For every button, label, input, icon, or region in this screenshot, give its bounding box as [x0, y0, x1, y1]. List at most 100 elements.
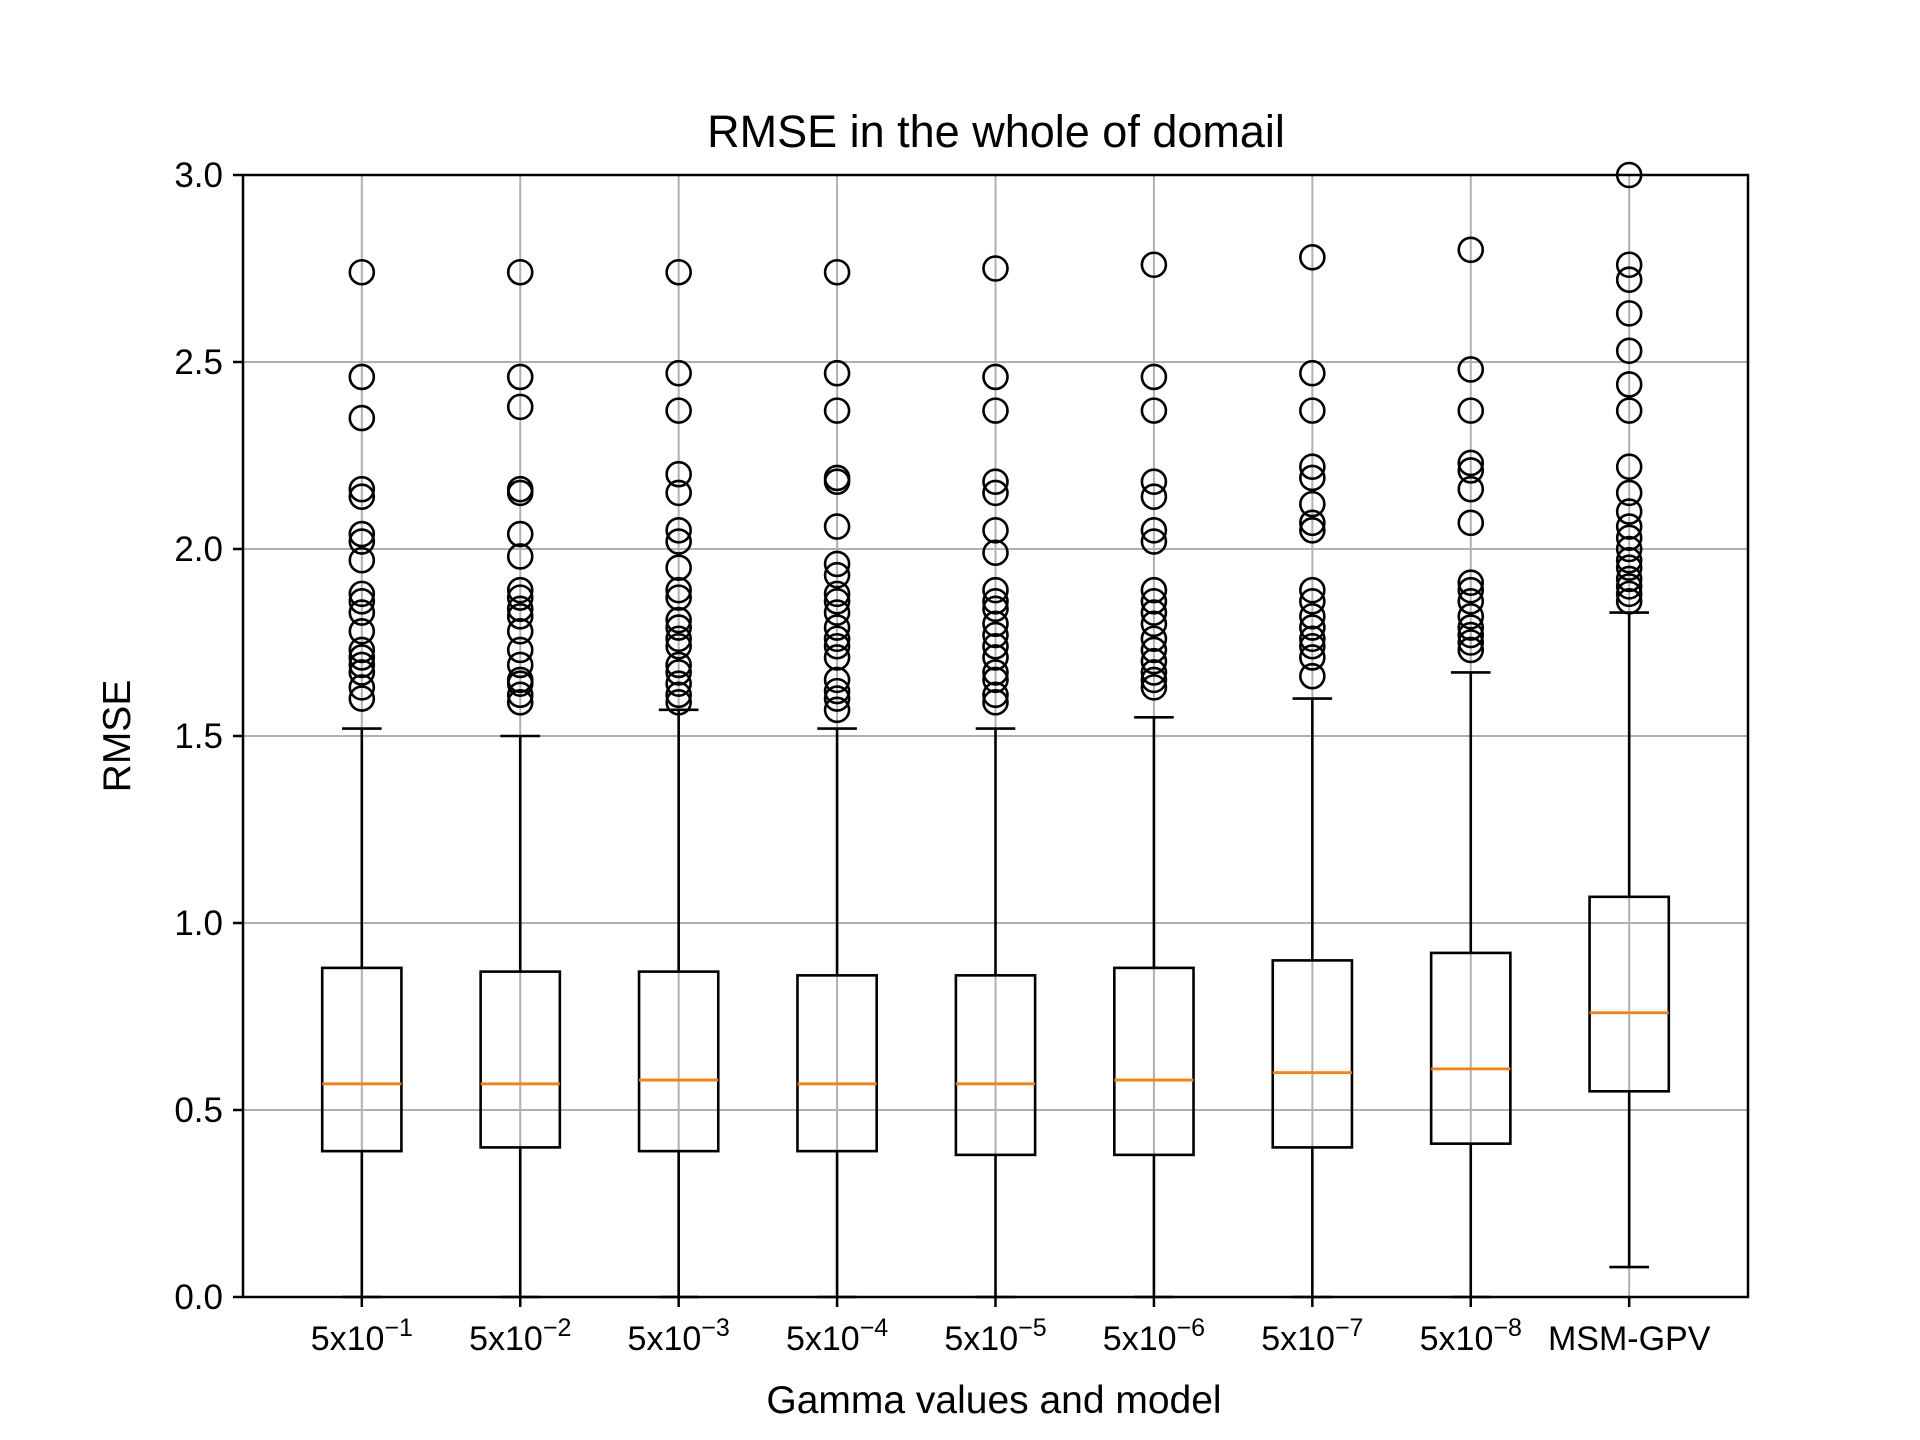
- outlier-point: [823, 550, 851, 578]
- outlier-point: [1299, 576, 1326, 604]
- outlier-point: [665, 606, 692, 634]
- outlier-point: [348, 258, 376, 286]
- outlier-point: [1140, 588, 1168, 615]
- outlier-point: [348, 651, 376, 679]
- outlier-point: [665, 584, 692, 611]
- outlier-point: [1140, 363, 1168, 391]
- outlier-point: [348, 483, 376, 510]
- outlier-point: [1140, 599, 1168, 626]
- outlier-point: [1457, 457, 1485, 484]
- x-tick-label: MSM-GPV: [1548, 1320, 1711, 1358]
- outlier-point: [665, 460, 692, 488]
- x-tick-label: 5x10−5: [944, 1314, 1046, 1358]
- box-iqr: [796, 974, 878, 1153]
- outlier-point: [1615, 453, 1643, 481]
- outlier-point: [1140, 528, 1168, 555]
- box-iqr: [637, 970, 720, 1153]
- outlier-point: [665, 528, 692, 555]
- outlier-point: [982, 479, 1009, 507]
- outlier-point: [348, 659, 376, 686]
- outlier-point: [823, 513, 851, 540]
- box-iqr: [320, 966, 403, 1153]
- outlier-point: [506, 651, 534, 679]
- outlier-point: [665, 681, 692, 709]
- y-tick-label: 0.5: [174, 1091, 223, 1130]
- outlier-point: [1140, 674, 1168, 701]
- box-iqr: [954, 974, 1037, 1157]
- outlier-point: [1615, 535, 1643, 563]
- outlier-point: [665, 659, 692, 686]
- outlier-point: [348, 644, 376, 671]
- outlier-point: [823, 632, 851, 660]
- outlier-point: [1457, 356, 1485, 383]
- x-tick-label: 5x10−4: [786, 1314, 888, 1358]
- outlier-point: [1299, 603, 1326, 630]
- box-group: [320, 258, 403, 1299]
- outlier-point: [665, 397, 692, 424]
- y-tick-label: 0.0: [174, 1278, 223, 1317]
- outlier-point: [982, 576, 1009, 604]
- outlier-point: [1299, 662, 1326, 690]
- outlier-point: [665, 359, 692, 387]
- x-axis: 5x10−1 5x10−2 5x10−3 5x10−4 5x10−5 5x10−6 5x10…: [311, 1297, 1711, 1358]
- box-iqr: [1271, 959, 1354, 1149]
- outlier-point: [1299, 644, 1326, 671]
- outlier-point: [982, 255, 1009, 282]
- outlier-point: [823, 614, 851, 641]
- outlier-point: [823, 625, 851, 653]
- y-axis: 0.0 0.5 1.0 1.5 2.0 2.5 3.0: [174, 156, 243, 1317]
- outlier-point: [982, 621, 1009, 649]
- box-group: [1113, 251, 1195, 1299]
- outlier-point: [1615, 573, 1643, 600]
- outlier-point: [506, 636, 534, 664]
- outlier-point: [348, 685, 376, 712]
- outlier-point: [665, 651, 692, 679]
- outlier-point: [506, 258, 534, 286]
- y-tick-label: 1.5: [174, 717, 223, 756]
- x-tick-label: 5x10−2: [469, 1314, 571, 1358]
- outlier-point: [1615, 554, 1643, 582]
- outlier-point: [1457, 588, 1485, 615]
- outlier-point: [665, 516, 692, 544]
- outlier-point: [506, 689, 534, 716]
- outlier-point: [1299, 588, 1326, 615]
- outlier-point: [1140, 636, 1168, 664]
- outlier-point: [982, 689, 1009, 716]
- box-iqr: [1429, 951, 1512, 1145]
- outlier-point: [1299, 243, 1326, 271]
- box-iqr: [479, 970, 562, 1149]
- chart-title: RMSE in the whole of domail: [707, 106, 1285, 157]
- outlier-point: [823, 644, 851, 671]
- outlier-point: [348, 674, 376, 701]
- outlier-point: [1299, 632, 1326, 660]
- outlier-point: [665, 258, 692, 286]
- outlier-point: [823, 397, 851, 424]
- outlier-point: [1140, 251, 1168, 279]
- outlier-point: [982, 632, 1009, 660]
- outlier-point: [982, 516, 1009, 544]
- outlier-point: [1457, 569, 1485, 596]
- box-group: [1271, 243, 1354, 1299]
- outlier-point: [1615, 513, 1643, 540]
- outlier-point: [348, 520, 376, 548]
- outlier-point: [1299, 509, 1326, 537]
- outlier-point: [1615, 546, 1643, 574]
- outlier-point: [1140, 610, 1168, 638]
- y-tick-label: 2.5: [174, 343, 223, 382]
- outlier-point: [1140, 625, 1168, 653]
- y-tick-label: 1.0: [174, 904, 223, 943]
- outlier-point: [982, 610, 1009, 638]
- outlier-point: [1299, 359, 1326, 387]
- outlier-point: [1299, 490, 1326, 518]
- outlier-point: [506, 584, 534, 611]
- outlier-point: [506, 576, 534, 604]
- x-tick-label: 5x10−1: [311, 1314, 413, 1358]
- box-iqr: [1588, 895, 1671, 1093]
- outlier-point: [1457, 576, 1485, 604]
- outlier-point: [1615, 371, 1643, 398]
- x-tick-label: 5x10−7: [1261, 1314, 1363, 1358]
- outlier-point: [1457, 636, 1485, 664]
- box-group: [1429, 236, 1512, 1299]
- outlier-point: [982, 539, 1009, 567]
